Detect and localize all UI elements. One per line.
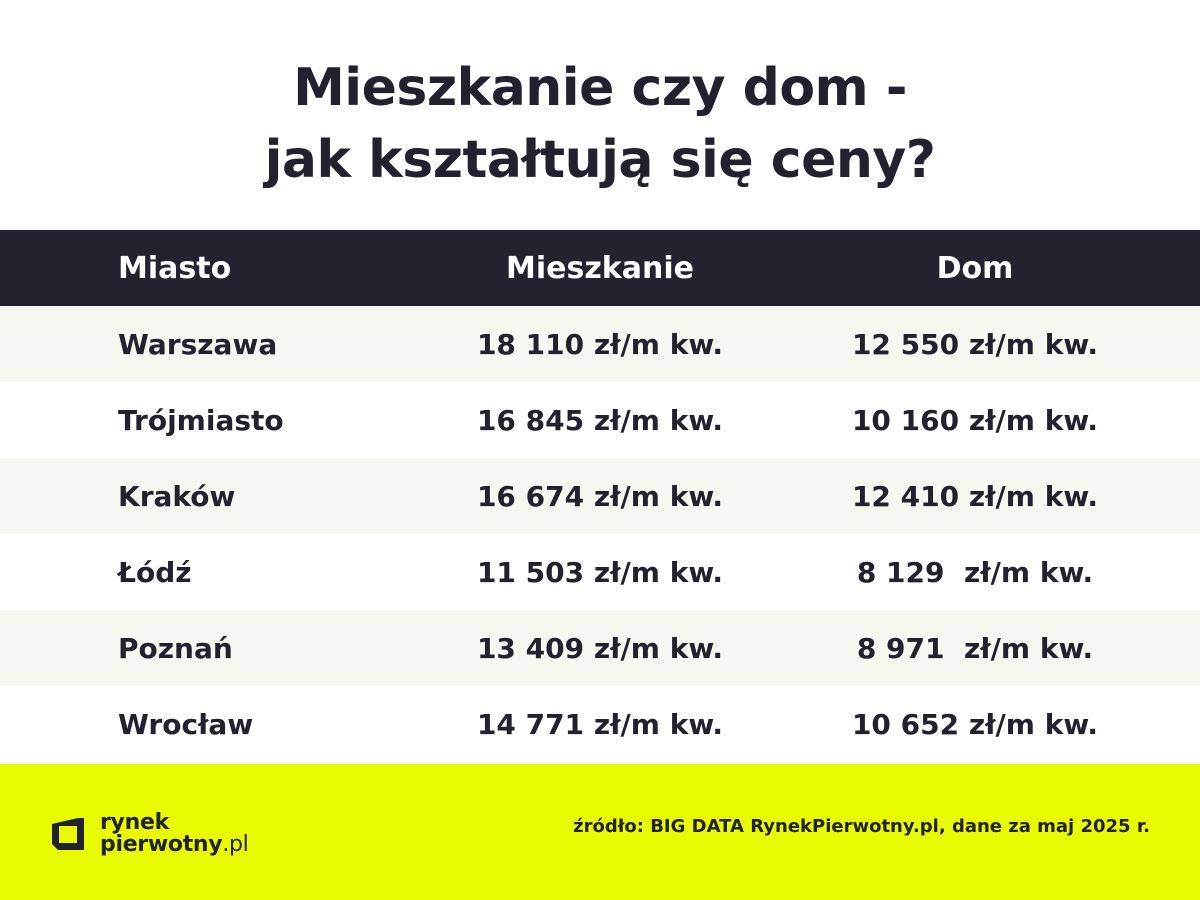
logo-tld: .pl [222,832,249,857]
footer-bar: rynek pierwotny.pl źródło: BIG DATA Ryne… [0,764,1200,900]
flat-price-cell: 16 845 zł/m kw. [476,403,724,437]
flat-price-cell: 11 503 zł/m kw. [476,555,724,589]
table-row: Trójmiasto 16 845 zł/m kw. 10 160 zł/m k… [0,382,1200,458]
header-flat: Mieszkanie [506,250,694,286]
price-table: Miasto Mieszkanie Dom Warszawa 18 110 zł… [0,230,1200,762]
table-row: Łódź 11 503 zł/m kw. 8 129 zł/m kw. [0,534,1200,610]
logo-wordmark: rynek pierwotny.pl [100,812,249,856]
house-price-cell: 12 410 zł/m kw. [851,479,1099,513]
brand-logo: rynek pierwotny.pl [50,810,249,858]
house-price-cell: 12 550 zł/m kw. [851,327,1099,361]
house-price-cell: 8 971 zł/m kw. [856,631,1094,665]
source-note: źródło: BIG DATA RynekPierwotny.pl, dane… [573,816,1150,837]
table-row: Warszawa 18 110 zł/m kw. 12 550 zł/m kw. [0,306,1200,382]
logo-mark-icon [50,816,86,852]
city-cell: Warszawa [118,327,278,361]
flat-price-cell: 14 771 zł/m kw. [476,707,724,741]
header-city: Miasto [118,250,232,286]
logo-line-2: pierwotny [100,832,223,857]
house-price-cell: 8 129 zł/m kw. [856,555,1094,589]
city-cell: Kraków [118,479,236,513]
house-price-cell: 10 652 zł/m kw. [851,707,1099,741]
table-row: Poznań 13 409 zł/m kw. 8 971 zł/m kw. [0,610,1200,686]
table-row: Kraków 16 674 zł/m kw. 12 410 zł/m kw. [0,458,1200,534]
house-price-cell: 10 160 zł/m kw. [851,403,1099,437]
page-title: Mieszkanie czy dom - jak kształtują się … [0,52,1200,196]
title-line-1: Mieszkanie czy dom - [293,58,907,118]
city-cell: Trójmiasto [118,403,284,437]
flat-price-cell: 13 409 zł/m kw. [476,631,724,665]
title-line-2: jak kształtują się ceny? [264,130,936,190]
city-cell: Wrocław [118,707,254,741]
city-cell: Łódź [118,555,192,589]
header-house: Dom [936,250,1014,286]
table-header-row: Miasto Mieszkanie Dom [0,230,1200,306]
flat-price-cell: 18 110 zł/m kw. [476,327,724,361]
logo-line-1: rynek [100,810,169,835]
flat-price-cell: 16 674 zł/m kw. [476,479,724,513]
city-cell: Poznań [118,631,233,665]
table-row: Wrocław 14 771 zł/m kw. 10 652 zł/m kw. [0,686,1200,762]
